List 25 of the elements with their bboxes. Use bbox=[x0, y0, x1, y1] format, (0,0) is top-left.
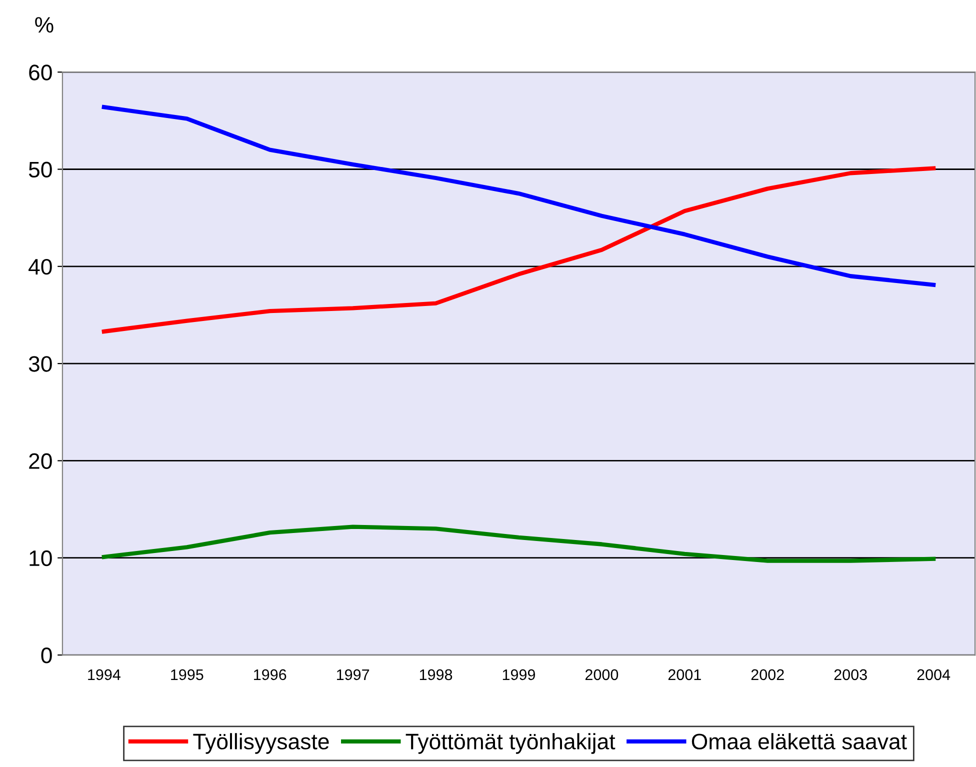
y-tick-label: 10 bbox=[30, 550, 52, 566]
x-tick-label: 1998 bbox=[420, 669, 452, 680]
line-series bbox=[102, 524, 936, 563]
x-tick-label: 1997 bbox=[336, 669, 370, 680]
line-series bbox=[102, 104, 936, 287]
legend-label: Omaa eläkettä saavat bbox=[692, 733, 907, 750]
y-tick-label: 30 bbox=[28, 356, 52, 372]
x-tick-label: 2002 bbox=[751, 669, 784, 680]
y-tick-label: 20 bbox=[29, 453, 52, 469]
x-tick-label: 2004 bbox=[917, 669, 950, 680]
legend-label: Työllisyysaste bbox=[193, 733, 329, 754]
x-tick-label: 2003 bbox=[834, 669, 867, 680]
x-tick-label: 1994 bbox=[88, 669, 120, 680]
y-tick-label: 60 bbox=[29, 64, 52, 80]
y-tick-label: 50 bbox=[28, 162, 52, 178]
legend-label: Työttömät työnhakijat bbox=[406, 733, 616, 754]
y-tick-label: 40 bbox=[28, 258, 52, 275]
y-tick-label: 0 bbox=[41, 648, 52, 664]
y-axis-title: % bbox=[35, 17, 54, 33]
x-tick-label: 1999 bbox=[502, 669, 536, 680]
line-series bbox=[102, 166, 936, 334]
x-tick-label: 2000 bbox=[585, 669, 618, 680]
x-tick-label: 2001 bbox=[668, 669, 701, 680]
x-tick-label: 1996 bbox=[254, 669, 286, 680]
x-tick-label: 1995 bbox=[171, 669, 204, 680]
